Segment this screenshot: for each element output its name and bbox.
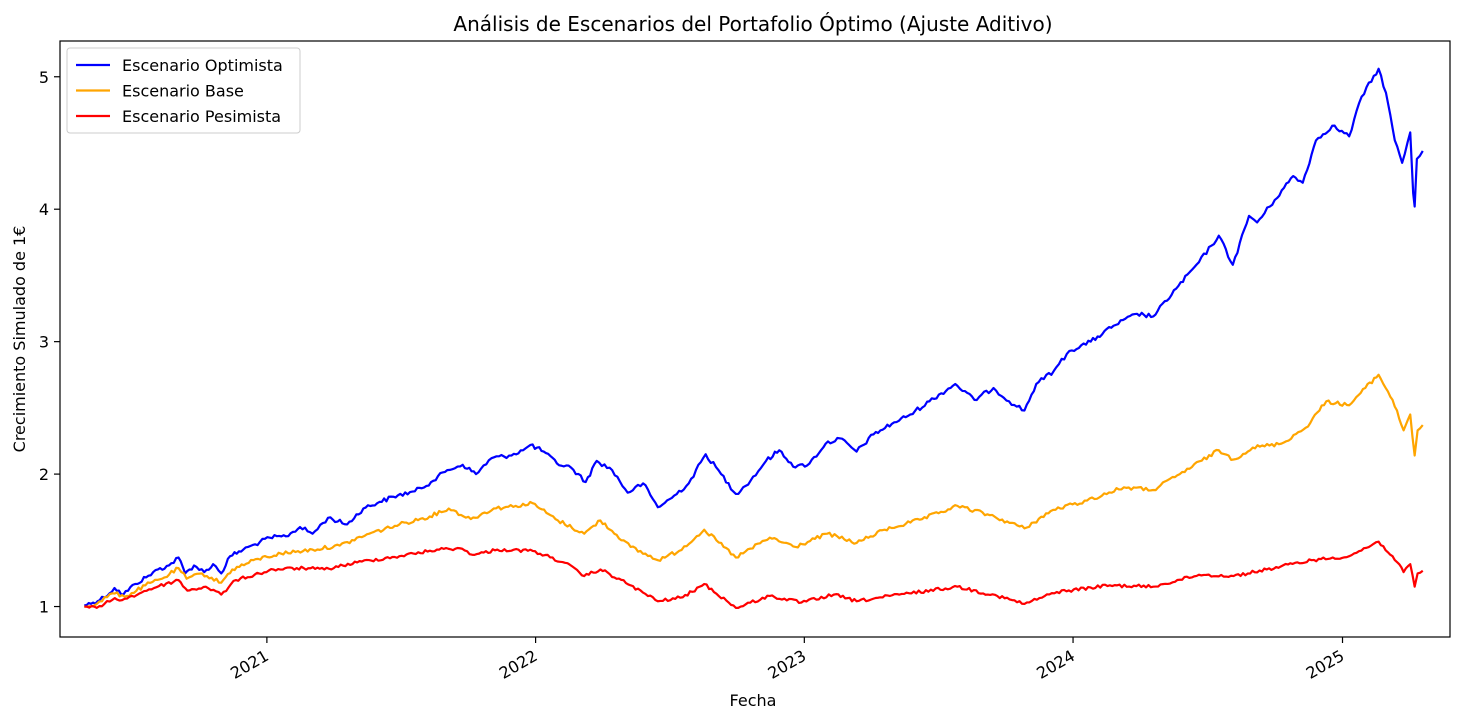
y-tick-label: 4 <box>39 200 49 219</box>
plot-frame <box>59 40 1451 638</box>
x-axis-label: Fecha <box>730 691 777 710</box>
legend-box <box>66 47 301 134</box>
series-line-3 <box>84 540 1424 609</box>
series-line-1 <box>84 67 1424 607</box>
x-tick-label: 2021 <box>227 646 272 683</box>
x-tick-label: 2024 <box>1033 646 1078 683</box>
legend-label: Escenario Optimista <box>122 56 283 75</box>
chart-title: Análisis de Escenarios del Portafolio Óp… <box>453 12 1052 36</box>
series-line-2 <box>84 373 1424 608</box>
x-tick-label: 2023 <box>765 646 810 683</box>
legend-label: Escenario Base <box>122 82 244 101</box>
series-layer <box>84 67 1424 609</box>
y-tick-label: 3 <box>39 333 49 352</box>
y-tick-label: 2 <box>39 465 49 484</box>
y-axis-label: Crecimiento Simulado de 1€ <box>10 226 29 453</box>
y-tick-label: 5 <box>39 68 49 87</box>
x-tick-label: 2022 <box>496 646 541 683</box>
y-axis: 1 2 3 4 5 <box>39 68 60 617</box>
y-tick-label: 1 <box>39 598 49 617</box>
legend-label: Escenario Pesimista <box>122 107 281 126</box>
x-tick-label: 2025 <box>1303 646 1348 683</box>
x-axis: 2021 2022 2023 2024 2025 <box>227 637 1348 683</box>
legend: Escenario Optimista Escenario Base Escenar… <box>66 47 301 134</box>
